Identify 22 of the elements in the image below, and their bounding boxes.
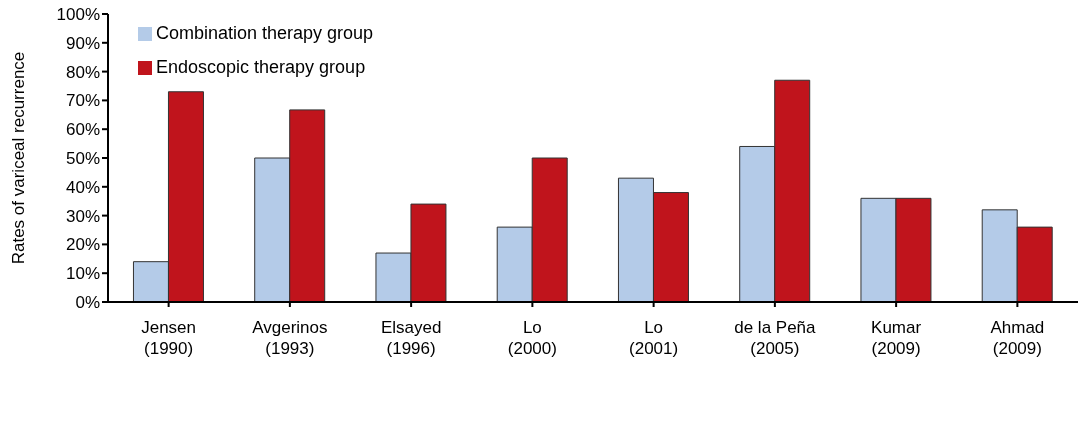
x-tick-label: Avgerinos (1993) [252, 318, 328, 358]
x-tick-label: Lo (2001) [629, 318, 679, 358]
y-tick-label: 90% [65, 33, 100, 53]
y-tick-label: 60% [65, 120, 100, 140]
y-tick-label: 70% [65, 91, 100, 111]
x-tick-label: Ahmad (2009) [990, 318, 1045, 358]
x-tick-label: Jensen (1990) [141, 318, 197, 358]
y-axis-title: Rates of variceal recurrence [9, 51, 29, 265]
y-tick-label: 30% [65, 206, 100, 226]
y-tick-label: 50% [65, 149, 100, 169]
y-tick-label: 10% [65, 264, 100, 284]
y-tick-label: 100% [56, 5, 100, 25]
x-tick-label: de la Peña (2005) [734, 318, 817, 358]
y-tick-label: 80% [65, 62, 100, 82]
x-tick-label: Kumar (2009) [871, 318, 922, 358]
y-tick-label: 20% [65, 235, 100, 255]
x-tick-label: Elsayed (1996) [380, 318, 442, 358]
x-tick-label: Lo (2000) [507, 318, 557, 358]
legend-label: Combination therapy group [156, 23, 374, 43]
y-tick-label: 0% [75, 293, 100, 313]
y-tick-label: 40% [65, 177, 100, 197]
legend-label: Endoscopic therapy group [156, 57, 366, 77]
